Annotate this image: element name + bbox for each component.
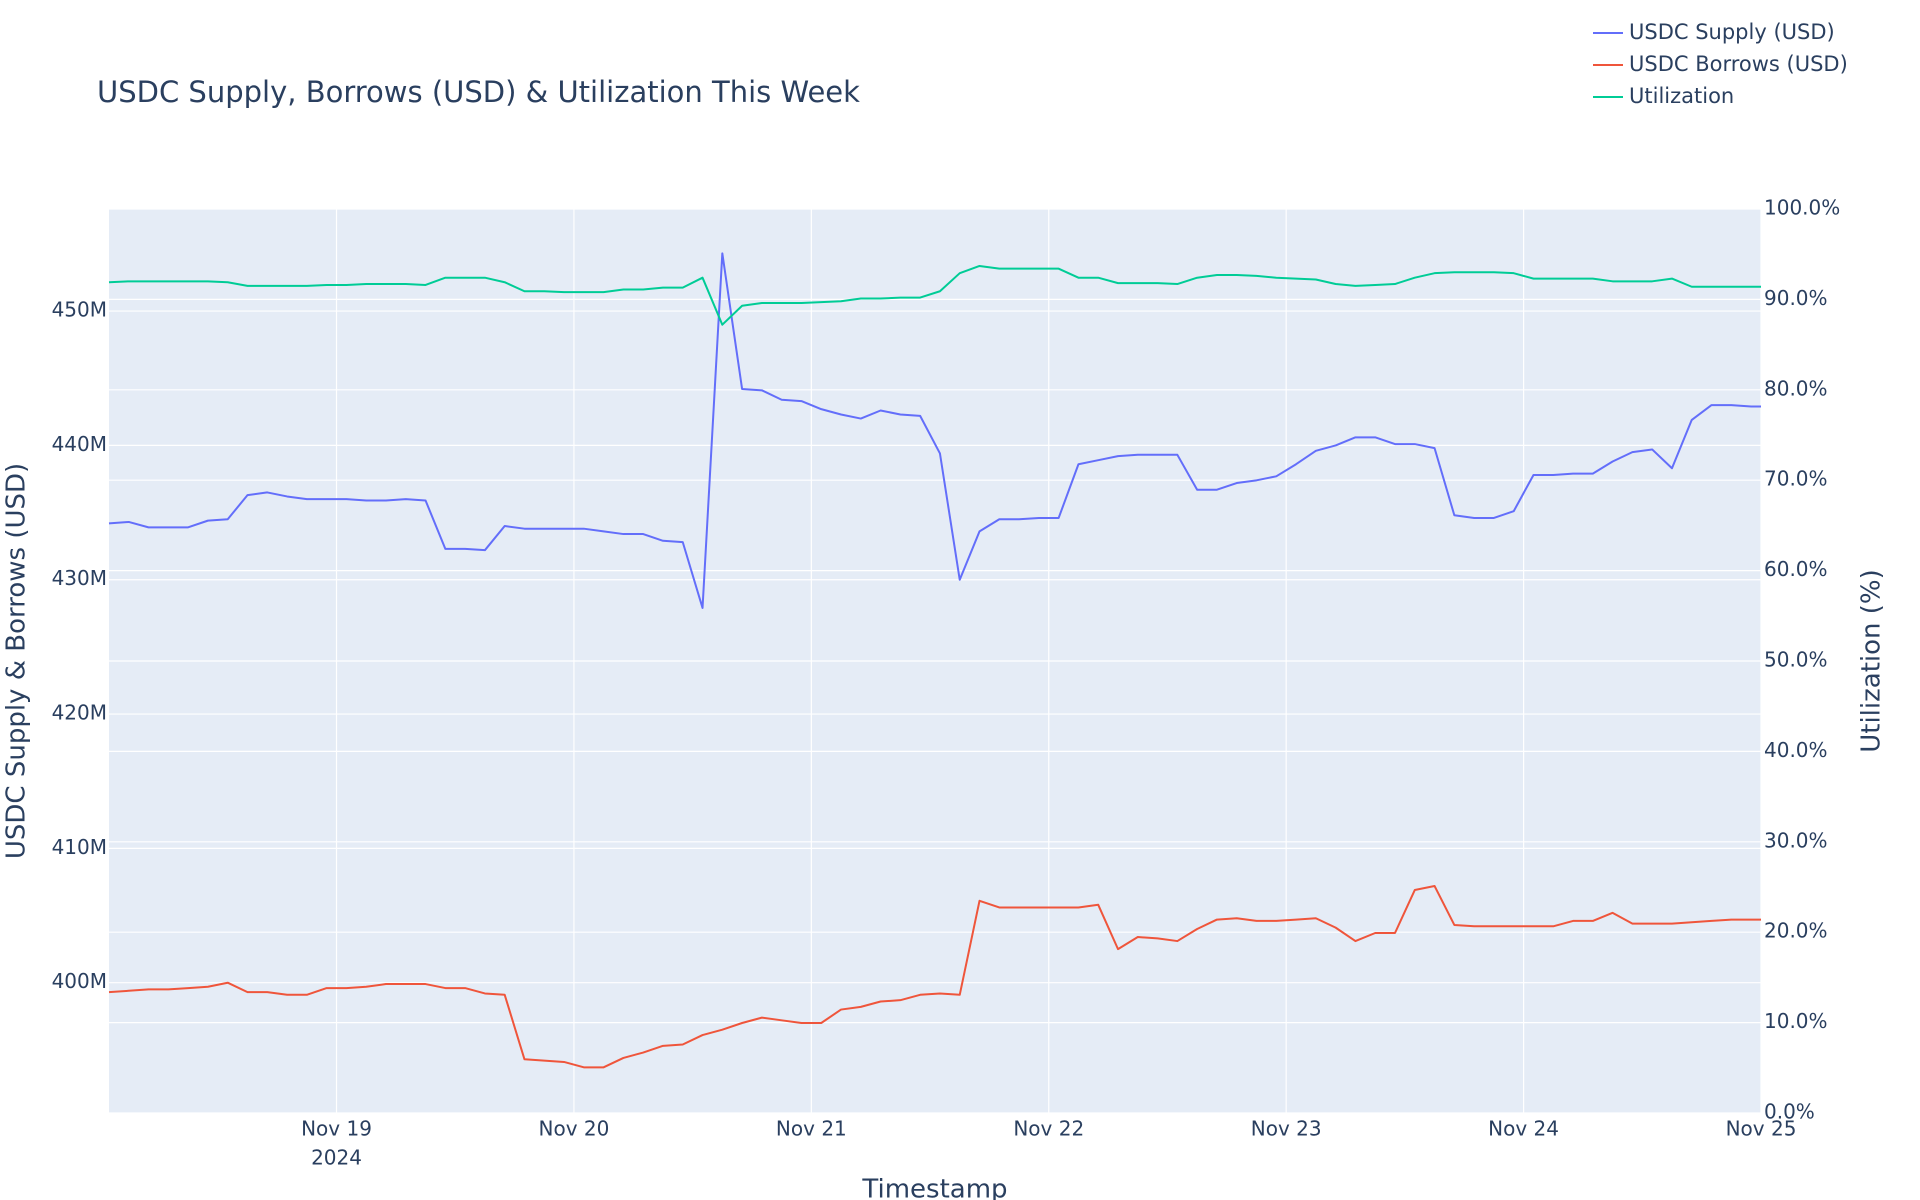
series-line [108, 252, 1761, 609]
y2-tick-label: 100.0% [1764, 196, 1840, 220]
y2-tick-label: 0.0% [1764, 1100, 1815, 1124]
x-tick-label: Nov 21 [776, 1117, 847, 1141]
y2-tick-label: 10.0% [1764, 1009, 1828, 1033]
y2-tick-label: 90.0% [1764, 286, 1828, 310]
y2-tick-label: 20.0% [1764, 919, 1828, 943]
x-tick-label: Nov 19 [301, 1117, 372, 1141]
y-axis-title: USDC Supply & Borrows (USD) [2, 463, 32, 859]
x-tick-label: Nov 24 [1488, 1117, 1559, 1141]
y2-tick-label: 50.0% [1764, 648, 1828, 672]
x-tick-label: Nov 22 [1013, 1117, 1084, 1141]
legend-label: USDC Supply (USD) [1629, 20, 1835, 44]
y-tick-label: 400M [52, 969, 107, 993]
series-line [108, 264, 1761, 326]
y2-tick-label: 40.0% [1764, 738, 1828, 762]
y-tick-label: 420M [52, 701, 107, 725]
legend-label: USDC Borrows (USD) [1629, 52, 1848, 76]
y2-tick-label: 80.0% [1764, 376, 1828, 400]
x-tick-label: Nov 25 [1726, 1117, 1797, 1141]
y-tick-label: 450M [52, 298, 107, 322]
y2-axis-title: Utilization (%) [1857, 569, 1887, 753]
y2-tick-label: 70.0% [1764, 467, 1828, 491]
y-tick-label: 410M [52, 835, 107, 859]
y-tick-label: 440M [52, 432, 107, 456]
x-tick-label: Nov 23 [1251, 1117, 1322, 1141]
x-tick-label: Nov 20 [539, 1117, 610, 1141]
series-line [108, 884, 1761, 1069]
legend-label: Utilization [1629, 84, 1734, 108]
y2-tick-label: 30.0% [1764, 828, 1828, 852]
y2-tick-label: 60.0% [1764, 557, 1828, 581]
x-axis-title: Timestamp [861, 1175, 1007, 1200]
x-year-label: 2024 [311, 1146, 362, 1170]
y-tick-label: 430M [52, 566, 107, 590]
chart-title: USDC Supply, Borrows (USD) & Utilization… [97, 75, 860, 109]
